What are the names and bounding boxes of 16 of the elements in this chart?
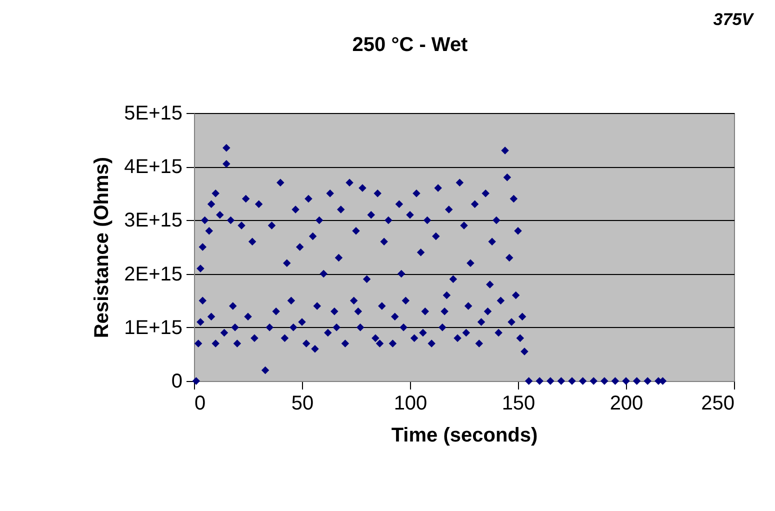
x-tick-label: 100	[394, 392, 428, 414]
y-tick-label: 0	[171, 370, 182, 392]
x-tick-label: 200	[610, 392, 644, 414]
x-tick-label: 50	[291, 392, 314, 414]
y-tick-label: 2E+15	[124, 263, 182, 286]
x-tick-label: 0	[194, 392, 206, 414]
y-tick-label: 1E+15	[124, 316, 182, 339]
text: 375V	[713, 10, 753, 30]
y-tick-label: 4E+15	[124, 156, 182, 178]
x-axis-title: Time (seconds)	[391, 424, 538, 446]
y-tick-label: 5E+15	[124, 102, 182, 124]
x-tick-label: 250	[701, 392, 734, 414]
y-tick-label: 3E+15	[124, 210, 182, 232]
chart-title: 250 °C - Wet	[352, 34, 468, 56]
y-axis-title: Resistance (Ohms)	[91, 156, 114, 338]
x-tick-label: 150	[502, 392, 536, 414]
